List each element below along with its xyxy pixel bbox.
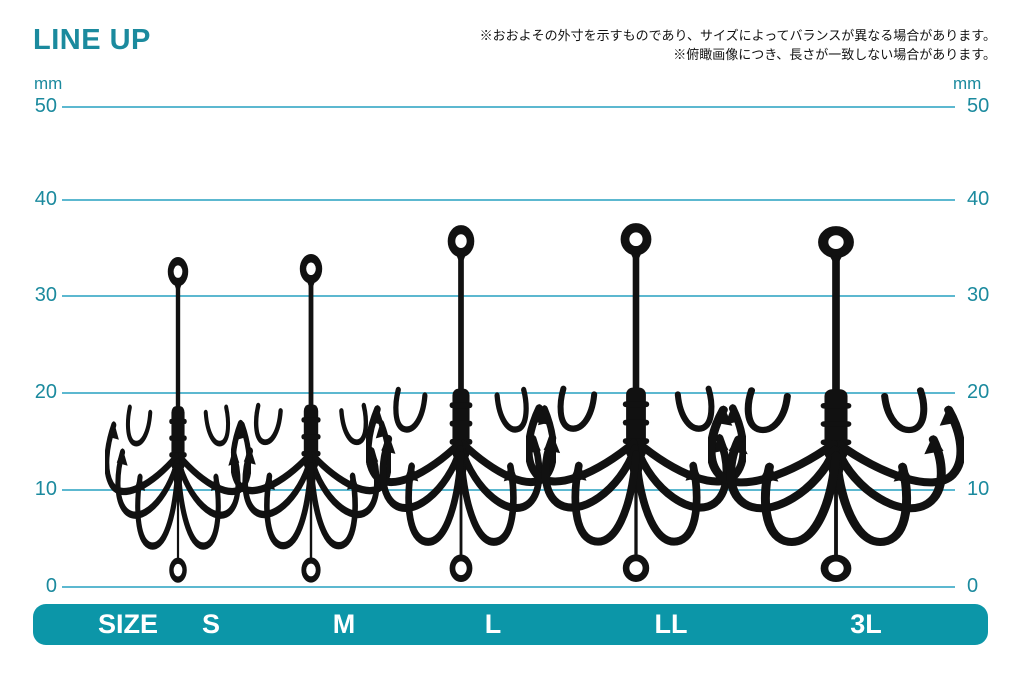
size-label-3l: 3L: [850, 609, 882, 639]
tick-label-left-20: 20: [34, 381, 57, 403]
disclaimer-notes: ※おおよその外寸を示すものであり、サイズによってバランスが異なる場合があります。…: [480, 26, 996, 64]
page-title: LINE UP: [33, 24, 151, 56]
gridline-rule: [62, 199, 955, 201]
tick-label-right-50: 50: [967, 95, 990, 117]
gridline-rule: [62, 295, 955, 297]
tick-label-left-40: 40: [34, 188, 57, 210]
hook-illustration-3l: [708, 225, 964, 590]
tick-label-left-0: 0: [45, 575, 57, 597]
tick-label-right-40: 40: [967, 188, 990, 210]
axis-unit-right: mm: [953, 74, 982, 93]
size-bar-heading: SIZE: [97, 609, 159, 639]
size-label-l: L: [484, 609, 502, 639]
disclaimer-line-1: ※おおよその外寸を示すものであり、サイズによってバランスが異なる場合があります。: [479, 28, 996, 43]
hook-illustration-s: [105, 256, 251, 590]
size-label-m: M: [332, 609, 356, 639]
tick-label-left-30: 30: [34, 284, 57, 306]
gridline-rule: [62, 106, 955, 108]
size-label-ll: LL: [654, 609, 688, 639]
gridline-rule: [62, 489, 955, 491]
gridline-rule: [62, 586, 955, 588]
size-label-s: S: [201, 609, 221, 639]
tick-label-right-10: 10: [967, 478, 990, 500]
size-bar: SIZE S M L LL 3L: [33, 604, 988, 645]
disclaimer-line-2: ※俯瞰画像につき、長さが一致しない場合があります。: [673, 47, 996, 62]
tick-label-left-50: 50: [34, 95, 57, 117]
tick-label-right-0: 0: [967, 575, 979, 597]
tick-label-right-20: 20: [967, 381, 990, 403]
tick-label-right-30: 30: [967, 284, 990, 306]
axis-unit-left: mm: [34, 74, 63, 93]
gridline-rule: [62, 392, 955, 394]
tick-label-left-10: 10: [34, 478, 57, 500]
